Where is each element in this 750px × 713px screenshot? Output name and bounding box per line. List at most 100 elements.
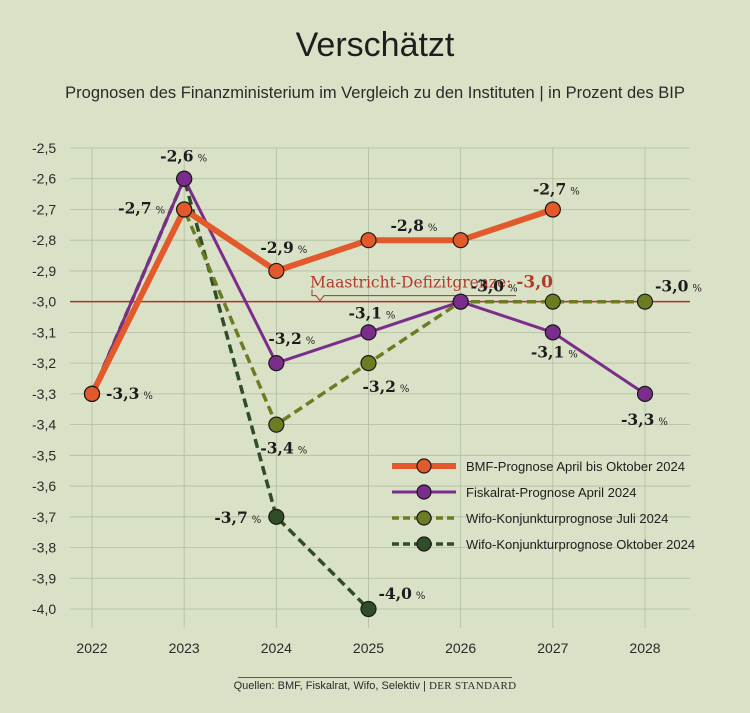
- data-label-unit: %: [198, 154, 208, 165]
- data-label: -3,3%: [106, 384, 153, 403]
- reference-line: Maastricht-Defizitgrenze: -3,0: [70, 273, 690, 303]
- maastricht-callout: [311, 289, 516, 302]
- start-marker-cross: [86, 387, 98, 400]
- y-tick-label: -3,8: [32, 540, 56, 556]
- y-tick-label: -3,0: [32, 294, 56, 310]
- y-axis-ticks: -2,5 -2,6 -2,7 -2,8 -2,9 -3,0 -3,1 -3,2 -3,3 -3,4…: [32, 140, 56, 617]
- y-tick-label: -3,6: [32, 478, 56, 494]
- y-tick-label: -3,2: [32, 355, 56, 371]
- source-note: Quellen: BMF, Fiskalrat, Wifo, Selektiv …: [0, 680, 750, 692]
- data-label-value: -3,3: [621, 410, 654, 429]
- data-label-value: -3,1: [531, 342, 564, 361]
- data-point: [360, 355, 377, 372]
- data-labels: -3,3 %-2,6 %-2,7 %-2,9 %-3,2 %-3,4 %-3,7 %-2,8%…: [106, 147, 702, 603]
- data-label-value: -4,0: [379, 584, 413, 603]
- y-tick-label: -2,9: [32, 263, 56, 279]
- data-label: -2,6%: [160, 147, 207, 166]
- legend-swatch-marker: [416, 536, 432, 552]
- data-label-unit: %: [298, 245, 308, 256]
- data-point: [176, 170, 193, 187]
- maastricht-label: Maastricht-Defizitgrenze: -3,0: [310, 273, 553, 293]
- data-point: [452, 232, 469, 249]
- data-label-unit: %: [416, 591, 426, 602]
- y-tick-label: -3,9: [32, 570, 56, 586]
- data-label-unit: %: [568, 349, 578, 360]
- data-label-unit: %: [386, 310, 396, 321]
- maastricht-value: -3,0: [516, 273, 553, 293]
- data-label: -3,3%: [621, 410, 668, 429]
- x-tick-label: 2024: [261, 640, 292, 656]
- y-tick-label: -3,4: [32, 417, 56, 433]
- data-label-value: -2,6: [160, 147, 193, 166]
- data-label: -3,4%: [260, 439, 307, 458]
- data-point: [268, 355, 285, 372]
- data-label-unit: %: [400, 384, 410, 395]
- data-point: [360, 600, 377, 618]
- data-point: [268, 508, 285, 525]
- legend-entry-label: Wifo-Konjunkturprognose Juli 2024: [466, 511, 668, 526]
- y-tick-label: -3,5: [32, 447, 56, 463]
- legend: BMF-Prognose April bis Oktober 2024 Fiska…: [392, 458, 695, 552]
- data-label: -3,0%: [655, 277, 702, 296]
- data-label: -4,0%: [379, 584, 426, 603]
- legend-swatch-marker: [416, 458, 432, 474]
- chart-subtitle: Prognosen des Finanzministerium im Vergl…: [65, 84, 685, 102]
- series-points: [83, 170, 654, 618]
- data-label-value: -3,7: [214, 508, 247, 527]
- data-label-unit: %: [306, 336, 316, 347]
- legend-swatch-marker: [416, 510, 432, 526]
- data-label: -3,0%: [471, 277, 518, 296]
- data-label: -3,2%: [268, 329, 315, 348]
- legend-entry-label: BMF-Prognose April bis Oktober 2024: [466, 459, 685, 474]
- data-label-unit: %: [428, 223, 438, 234]
- source-divider: [238, 677, 512, 678]
- data-point: [360, 324, 377, 341]
- data-label: -3,2%: [363, 377, 410, 396]
- y-tick-label: -3,1: [32, 324, 56, 340]
- data-label-value: -3,4: [260, 439, 294, 458]
- brand-logo: DER STANDARD: [429, 680, 517, 692]
- data-label-unit: %: [252, 515, 262, 526]
- y-tick-label: -4,0: [32, 601, 56, 617]
- y-tick-label: -2,5: [32, 140, 56, 156]
- y-tick-label: -2,8: [32, 232, 56, 248]
- data-label: -3,1%: [349, 303, 396, 322]
- data-label: -2,7%: [533, 179, 580, 198]
- data-label: -2,9%: [260, 238, 307, 257]
- data-label-unit: %: [508, 284, 518, 295]
- data-label-value: -3,1: [349, 303, 382, 322]
- data-label-value: -2,9: [260, 238, 293, 257]
- x-tick-label: 2027: [537, 640, 568, 656]
- data-label-value: -3,0: [471, 277, 505, 296]
- data-point: [544, 201, 561, 218]
- data-point: [268, 416, 285, 433]
- x-tick-label: 2023: [169, 640, 200, 656]
- y-tick-label: -2,7: [32, 201, 56, 217]
- chart-title: Verschätzt: [295, 26, 455, 64]
- data-label-value: -3,3: [106, 384, 139, 403]
- data-label-unit: %: [156, 205, 166, 216]
- x-axis-ticks: 2022 2023 2024 2025 2026 2027 2028: [76, 640, 660, 656]
- data-label-unit: %: [298, 446, 308, 457]
- data-point: [268, 262, 285, 280]
- data-label-unit: %: [692, 284, 702, 295]
- data-point: [176, 201, 193, 218]
- data-label-unit: %: [570, 186, 580, 197]
- y-tick-label: -2,6: [32, 171, 56, 187]
- data-point: [636, 385, 654, 402]
- data-label-value: -2,7: [533, 179, 566, 198]
- legend-entry-label: Fiskalrat-Prognose April 2024: [466, 485, 637, 500]
- x-tick-label: 2022: [76, 640, 107, 656]
- data-label: -3,7%: [214, 508, 261, 527]
- y-tick-label: -3,7: [32, 509, 56, 525]
- legend-swatch-marker: [416, 484, 432, 500]
- data-label-value: -3,2: [268, 329, 301, 348]
- data-point: [636, 293, 654, 310]
- legend-entry-label: Wifo-Konjunkturprognose Oktober 2024: [466, 537, 695, 552]
- data-label: -2,7%: [118, 198, 165, 217]
- x-tick-label: 2025: [353, 640, 384, 656]
- data-label: -2,8%: [391, 216, 438, 235]
- data-point: [452, 293, 469, 310]
